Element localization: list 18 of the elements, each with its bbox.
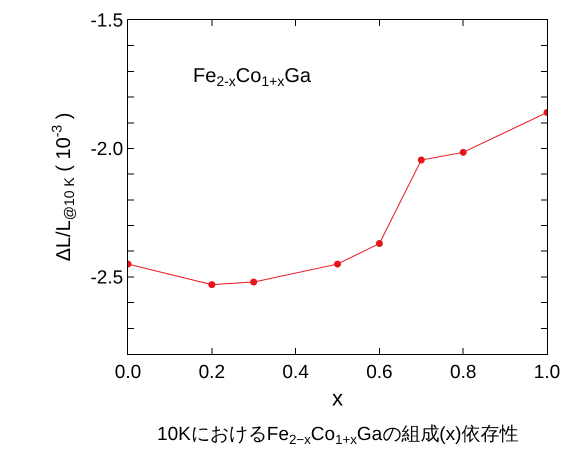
y-tick-label: -2.5 [90,268,124,289]
point [208,281,216,288]
point [334,260,341,268]
point [376,240,383,248]
y-tick-label: -1.5 [90,10,124,32]
text: 10KにおけるFe$_{2−x}$Co$_{1+x}$Gaの組成(x)依存性 [157,424,518,447]
x-tick-label: 0.8 [450,362,476,383]
x-tick-label: 0.2 [198,362,226,383]
x-tick-label: 0.4 [282,362,310,383]
point [460,148,467,156]
x-axis-title: x [332,386,343,411]
y-tick-label: -2.0 [90,139,124,160]
annotation: Fe$_{2-x}$Co$_{1+x}$Ga [193,65,312,90]
x-tick-label: 0.0 [114,362,142,383]
point [250,278,258,286]
point [418,156,425,164]
x-tick-label: 0.6 [366,362,393,383]
x-tick-label: 1.0 [534,362,560,383]
